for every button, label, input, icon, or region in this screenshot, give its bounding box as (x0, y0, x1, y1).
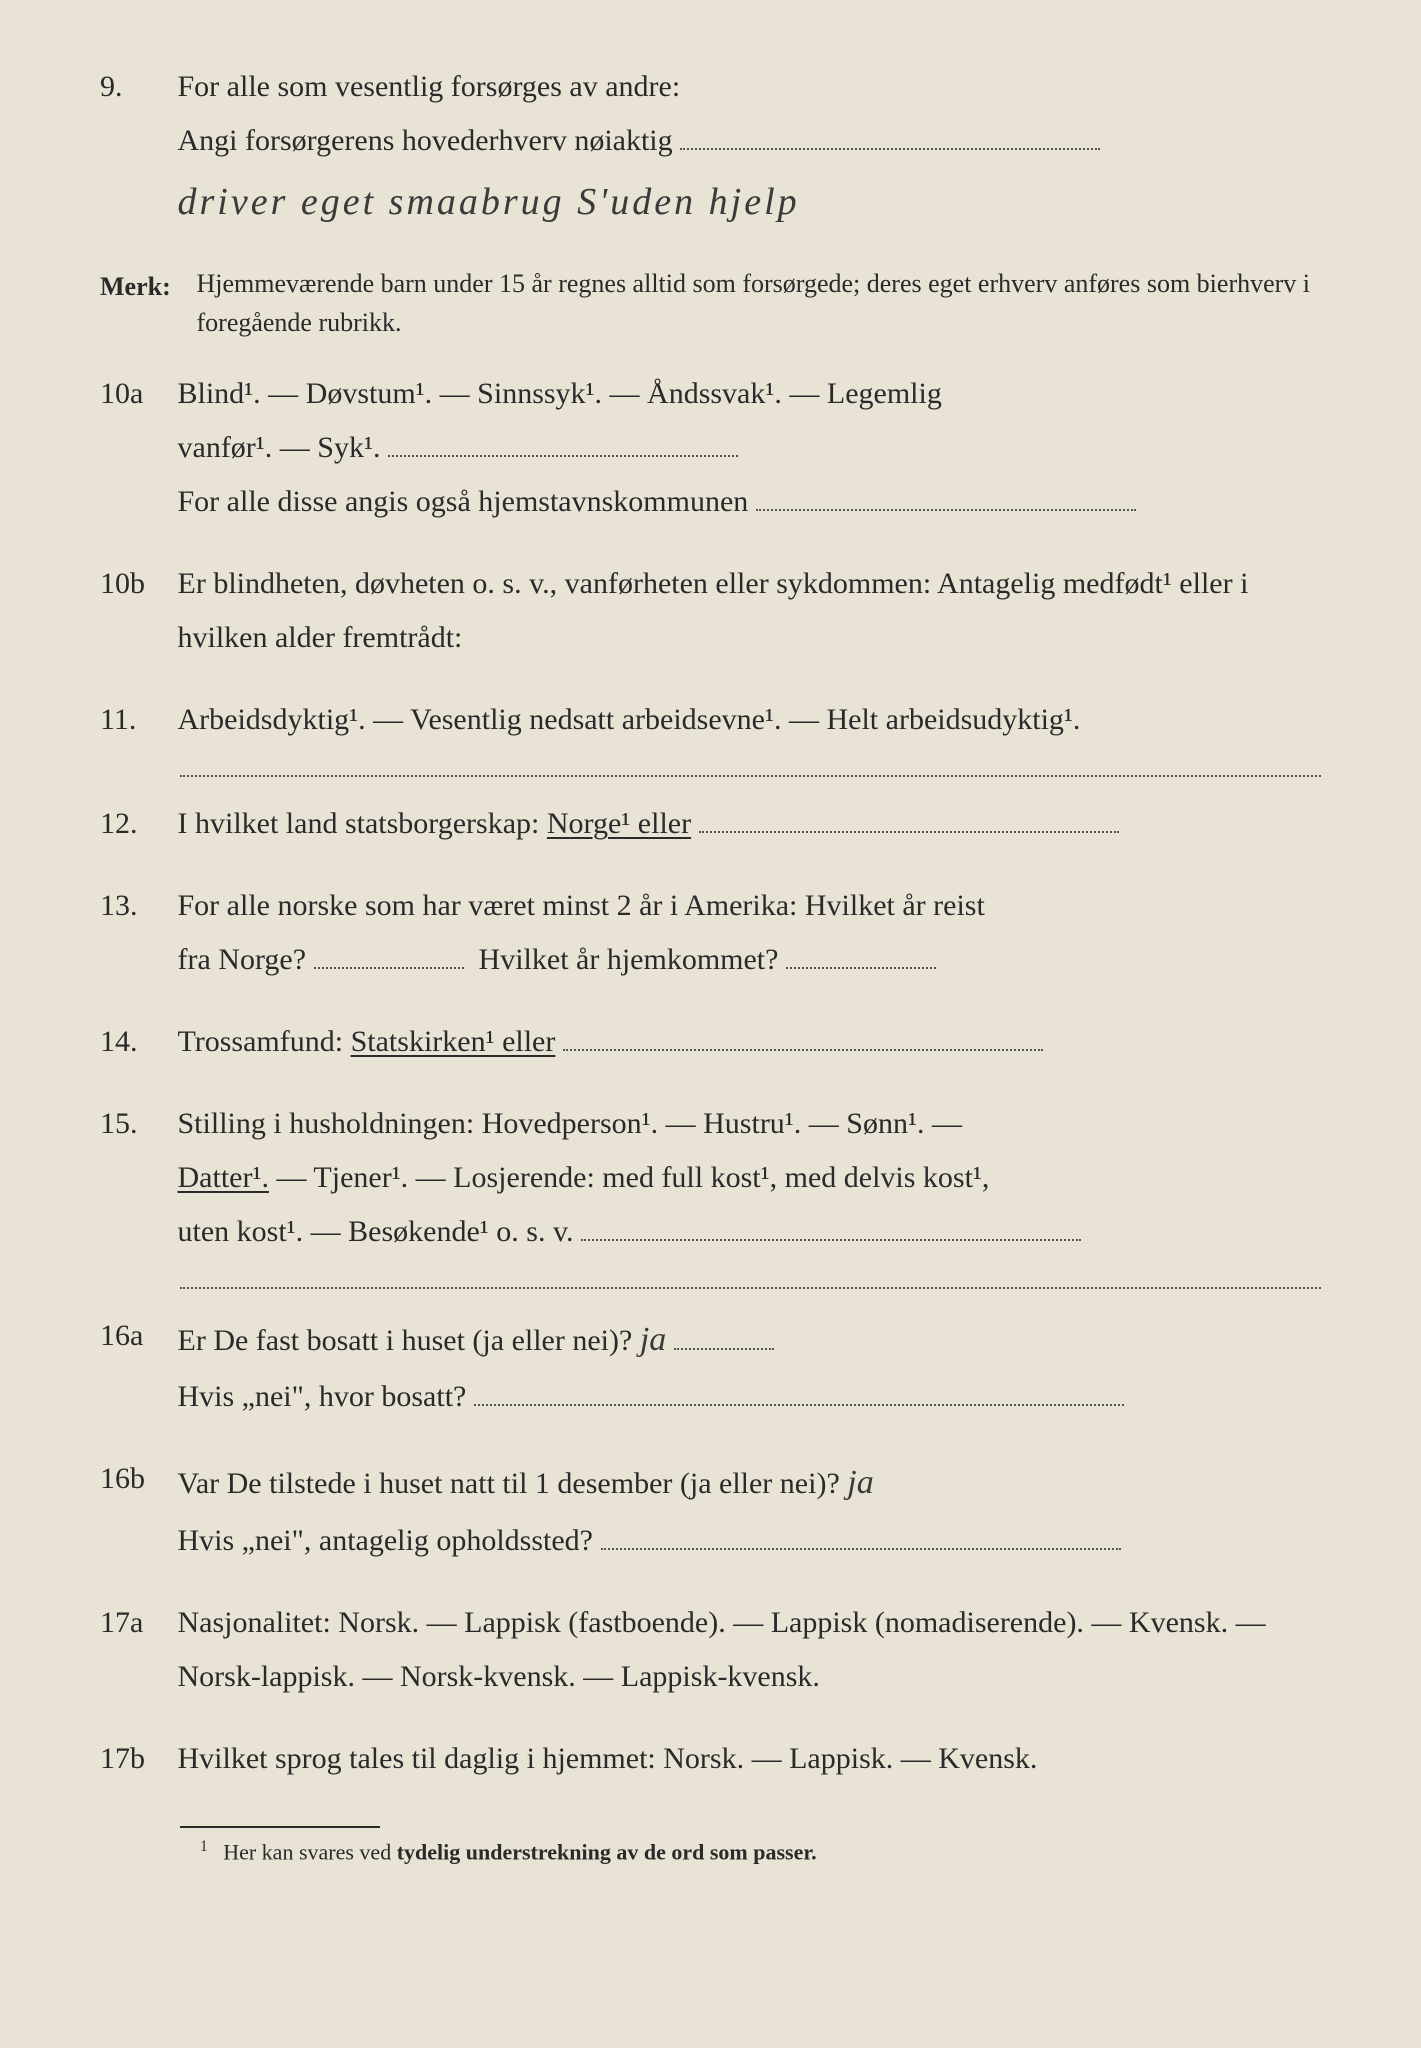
q9-num: 9. (100, 60, 170, 114)
q13-num: 13. (100, 879, 170, 933)
question-16b: 16b Var De tilstede i huset natt til 1 d… (100, 1452, 1321, 1567)
q9-line1: For alle som vesentlig forsørges av andr… (178, 70, 681, 103)
dotted-fill (314, 967, 464, 969)
footnote-num: 1 (200, 1838, 208, 1855)
question-17a: 17a Nasjonalitet: Norsk. — Lappisk (fast… (100, 1596, 1321, 1704)
question-15: 15. Stilling i husholdningen: Hovedperso… (100, 1097, 1321, 1259)
question-16a: 16a Er De fast bosatt i huset (ja eller … (100, 1309, 1321, 1424)
q10a-body: Blind¹. — Døvstum¹. — Sinnssyk¹. — Åndss… (178, 367, 1319, 529)
q16b-num: 16b (100, 1452, 170, 1506)
q14-body: Trossamfund: Statskirken¹ eller (178, 1015, 1319, 1069)
q16a-num: 16a (100, 1309, 170, 1363)
q12-underlined: Norge¹ eller (547, 807, 691, 840)
q16b-body: Var De tilstede i huset natt til 1 desem… (178, 1452, 1319, 1567)
question-9: 9. For alle som vesentlig forsørges av a… (100, 60, 1321, 236)
q17b-num: 17b (100, 1732, 170, 1786)
q16b-line1: Var De tilstede i huset natt til 1 desem… (178, 1467, 840, 1500)
dotted-fill (581, 1239, 1081, 1241)
question-17b: 17b Hvilket sprog tales til daglig i hje… (100, 1732, 1321, 1786)
dotted-fill (674, 1348, 774, 1350)
q10a-line3: For alle disse angis også hjemstavnskomm… (178, 485, 749, 518)
dotted-fill (563, 1049, 1043, 1051)
dotted-fill (680, 148, 1100, 150)
question-10a: 10a Blind¹. — Døvstum¹. — Sinnssyk¹. — Å… (100, 367, 1321, 529)
q12-num: 12. (100, 797, 170, 851)
q12-body: I hvilket land statsborgerskap: Norge¹ e… (178, 797, 1319, 851)
merk-label: Merk: (100, 264, 190, 311)
q15-body: Stilling i husholdningen: Hovedperson¹. … (178, 1097, 1319, 1259)
divider (180, 775, 1321, 777)
q17a-num: 17a (100, 1596, 170, 1650)
q10a-opts1: Blind¹. — Døvstum¹. — Sinnssyk¹. — Åndss… (178, 377, 942, 410)
q15-line1: Stilling i husholdningen: Hovedperson¹. … (178, 1107, 962, 1140)
q13-line1: For alle norske som har været minst 2 år… (178, 889, 985, 922)
dotted-fill (474, 1404, 1124, 1406)
q15-line2rest: — Tjener¹. — Losjerende: med full kost¹,… (276, 1161, 989, 1194)
q13-line2b: Hvilket år hjemkommet? (479, 943, 779, 976)
q9-line2: Angi forsørgerens hovederhverv nøiaktig (178, 124, 673, 157)
q14-pre: Trossamfund: (178, 1025, 351, 1058)
q10a-opts2: vanfør¹. — Syk¹. (178, 431, 381, 464)
question-14: 14. Trossamfund: Statskirken¹ eller (100, 1015, 1321, 1069)
q15-num: 15. (100, 1097, 170, 1151)
q16a-line2: Hvis „nei", hvor bosatt? (178, 1380, 467, 1413)
q12-pre: I hvilket land statsborgerskap: (178, 807, 547, 840)
footnote-rule (180, 1826, 380, 1828)
q10b-text: Er blindheten, døvheten o. s. v., vanfør… (178, 557, 1319, 665)
merk-text: Hjemmeværende barn under 15 år regnes al… (197, 264, 1318, 342)
divider (180, 1287, 1321, 1289)
q16a-line1: Er De fast bosatt i huset (ja eller nei)… (178, 1324, 633, 1357)
merk-note: Merk: Hjemmeværende barn under 15 år reg… (100, 264, 1321, 347)
q16b-hand: ja (847, 1464, 873, 1501)
q14-underlined: Statskirken¹ eller (351, 1025, 556, 1058)
question-13: 13. For alle norske som har været minst … (100, 879, 1321, 987)
q11-text: Arbeidsdyktig¹. — Vesentlig nedsatt arbe… (178, 693, 1319, 747)
q15-line3: uten kost¹. — Besøkende¹ o. s. v. (178, 1215, 574, 1248)
q11-num: 11. (100, 693, 170, 747)
q16b-line2: Hvis „nei", antagelig opholdssted? (178, 1524, 594, 1557)
q15-underlined: Datter¹. (178, 1161, 269, 1194)
q17a-text: Nasjonalitet: Norsk. — Lappisk (fastboen… (178, 1596, 1319, 1704)
dotted-fill (699, 831, 1119, 833)
q13-body: For alle norske som har været minst 2 år… (178, 879, 1319, 987)
dotted-fill (388, 455, 738, 457)
dotted-fill (601, 1548, 1121, 1550)
dotted-fill (756, 509, 1136, 511)
census-form-page: 9. For alle som vesentlig forsørges av a… (0, 0, 1421, 2048)
footnote-bold: tydelig understrekning av de ord som pas… (397, 1839, 817, 1864)
q16a-hand: ja (640, 1321, 666, 1358)
q16a-body: Er De fast bosatt i huset (ja eller nei)… (178, 1309, 1319, 1424)
q10b-num: 10b (100, 557, 170, 611)
footnote: 1 Her kan svares ved tydelig understrekn… (200, 1838, 1321, 1865)
dotted-fill (786, 967, 936, 969)
q17b-text: Hvilket sprog tales til daglig i hjemmet… (178, 1732, 1319, 1786)
question-10b: 10b Er blindheten, døvheten o. s. v., va… (100, 557, 1321, 665)
q14-num: 14. (100, 1015, 170, 1069)
q10a-num: 10a (100, 367, 170, 421)
q9-body: For alle som vesentlig forsørges av andr… (178, 60, 1319, 236)
question-11: 11. Arbeidsdyktig¹. — Vesentlig nedsatt … (100, 693, 1321, 747)
question-12: 12. I hvilket land statsborgerskap: Norg… (100, 797, 1321, 851)
q9-handwriting: driver eget smaabrug S'uden hjelp (178, 181, 800, 223)
q13-line2a: fra Norge? (178, 943, 307, 976)
